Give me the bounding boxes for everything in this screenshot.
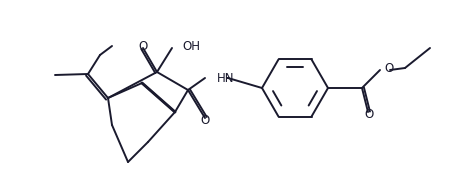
Text: O: O — [200, 114, 210, 127]
Text: HN: HN — [217, 71, 235, 84]
Text: OH: OH — [182, 40, 200, 53]
Text: O: O — [138, 40, 148, 53]
Text: O: O — [384, 62, 393, 75]
Text: O: O — [365, 109, 374, 122]
